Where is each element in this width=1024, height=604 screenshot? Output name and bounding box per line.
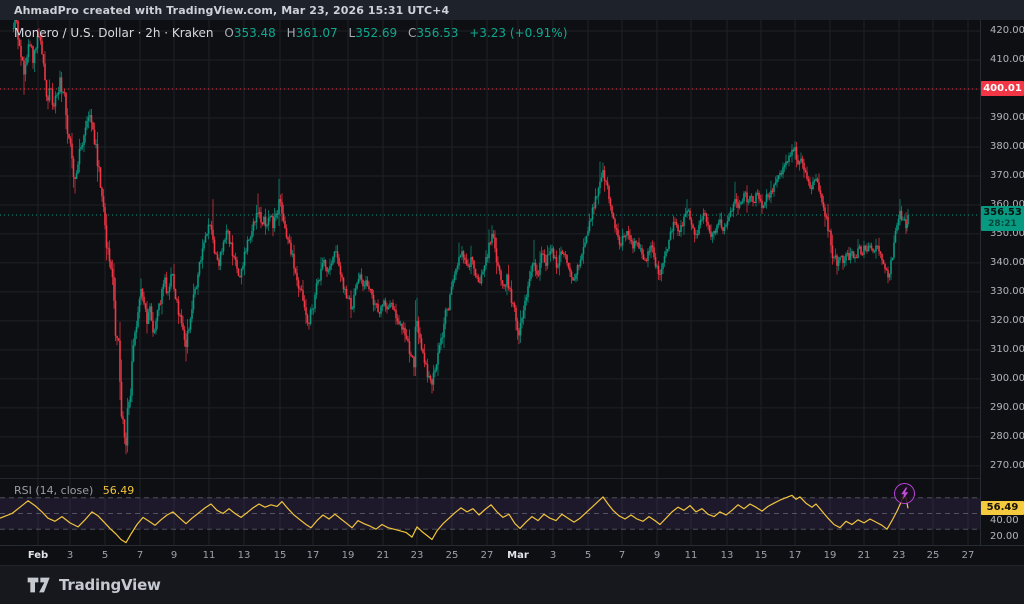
time-tick-day: 11 (202, 550, 216, 561)
price-tick-label: 270.00 (990, 459, 1024, 471)
price-axis[interactable]: 420.00410.00400.00390.00380.00370.00360.… (980, 20, 1024, 545)
time-tick-day: 3 (549, 550, 557, 561)
symbol-title[interactable]: Monero / U.S. Dollar · 2h · Kraken (14, 26, 214, 40)
change-value: +3.23 (+0.91%) (469, 26, 568, 40)
time-tick-day: 25 (445, 550, 459, 561)
open-value: 353.48 (233, 26, 276, 40)
time-tick-day: 11 (684, 550, 698, 561)
bar-countdown: 28:21 (988, 218, 1017, 229)
price-tick-label: 360.00 (990, 198, 1024, 210)
rsi-pane[interactable] (0, 478, 980, 545)
price-tick-label: 280.00 (990, 430, 1024, 442)
rsi-value: 56.49 (102, 484, 135, 497)
time-tick-day: 13 (237, 550, 251, 561)
price-tick-label: 330.00 (990, 285, 1024, 297)
price-pane[interactable] (0, 20, 980, 478)
time-tick-day: 23 (892, 550, 906, 561)
time-axis[interactable]: Feb 3 5 7 9 11 13 15 17 19 21 23 25 27 Mar 3 5 7 9 11 13 15 17… (0, 545, 1024, 565)
time-tick-day: 19 (341, 550, 355, 561)
time-tick-day: 23 (410, 550, 424, 561)
time-tick-month: Feb (27, 550, 49, 561)
rsi-legend: RSI (14, close) 56.49 (14, 484, 134, 497)
high-value: 361.07 (295, 26, 338, 40)
footer-bar: TradingView (0, 565, 1024, 604)
symbol-legend: Monero / U.S. Dollar · 2h · Kraken O353.… (14, 26, 567, 40)
price-tick-label: 300.00 (990, 372, 1024, 384)
price-tick-label: 380.00 (990, 140, 1024, 152)
time-tick-day: 7 (618, 550, 626, 561)
attribution-text: AhmadPro created with TradingView.com, M… (14, 3, 450, 17)
attribution-bar: AhmadPro created with TradingView.com, M… (0, 0, 1024, 20)
time-tick-day: 25 (926, 550, 940, 561)
time-tick-day: 5 (584, 550, 592, 561)
chart-area[interactable]: Monero / U.S. Dollar · 2h · Kraken O353.… (0, 20, 1024, 565)
price-tick-label: 350.00 (990, 227, 1024, 239)
time-tick-month: Mar (507, 550, 529, 561)
time-tick-day: 13 (720, 550, 734, 561)
time-tick-day: 27 (961, 550, 975, 561)
tradingview-logo-icon (27, 577, 50, 593)
tradingview-logo[interactable]: TradingView (27, 576, 161, 594)
lightning-icon (901, 487, 909, 500)
last-price-value: 356.53 (983, 206, 1022, 218)
rsi-tick-label: 20.00 (990, 531, 1019, 543)
price-tick-label: 320.00 (990, 314, 1024, 326)
alert-price-label[interactable]: 400.01 (981, 80, 1024, 96)
time-tick-day: 17 (788, 550, 802, 561)
time-tick-day: 21 (376, 550, 390, 561)
time-tick-day: 5 (101, 550, 109, 561)
price-tick-label: 290.00 (990, 401, 1024, 413)
time-tick-day: 15 (273, 550, 287, 561)
price-tick-label: 410.00 (990, 54, 1024, 65)
time-tick-day: 3 (66, 550, 74, 561)
rsi-tick-label: 40.00 (990, 515, 1019, 527)
rsi-chart[interactable] (0, 479, 980, 545)
time-tick-day: 17 (306, 550, 320, 561)
rsi-value-label: 56.49 (981, 501, 1024, 516)
time-tick-day: 21 (857, 550, 871, 561)
time-tick-day: 19 (823, 550, 837, 561)
tradingview-logo-text: TradingView (59, 576, 161, 594)
close-label: C (408, 26, 417, 40)
time-tick-day: 15 (754, 550, 768, 561)
price-tick-label: 420.00 (990, 25, 1024, 36)
candlestick-chart[interactable] (0, 20, 980, 478)
low-label: L (348, 26, 356, 40)
time-tick-day: 7 (136, 550, 144, 561)
time-tick-day: 9 (170, 550, 178, 561)
close-value: 356.53 (416, 26, 459, 40)
time-tick-day: 9 (653, 550, 661, 561)
open-label: O (224, 26, 234, 40)
last-price-label[interactable]: 356.53 28:21 (981, 205, 1024, 231)
alert-lightning-button[interactable] (894, 483, 915, 504)
price-tick-label: 340.00 (990, 256, 1024, 268)
price-tick-label: 370.00 (990, 169, 1024, 181)
price-tick-label: 390.00 (990, 111, 1024, 123)
high-label: H (286, 26, 296, 40)
time-tick-day: 27 (480, 550, 494, 561)
low-value: 352.69 (355, 26, 398, 40)
rsi-title[interactable]: RSI (14, close) (14, 484, 94, 497)
price-tick-label: 310.00 (990, 343, 1024, 355)
